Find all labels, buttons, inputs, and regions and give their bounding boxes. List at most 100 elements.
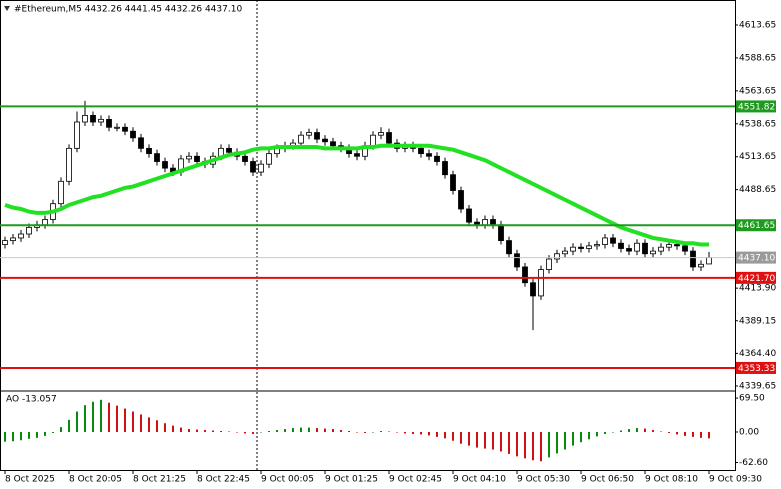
ao-bar bbox=[532, 431, 534, 461]
ao-bar bbox=[108, 402, 110, 432]
candle-body bbox=[426, 153, 432, 157]
ao-bar bbox=[460, 431, 462, 444]
candle-body bbox=[490, 219, 496, 226]
ao-bar bbox=[668, 431, 670, 433]
ao-bar bbox=[324, 428, 326, 432]
ao-bar bbox=[188, 429, 190, 432]
ao-bar bbox=[36, 431, 38, 438]
candle-body bbox=[610, 237, 616, 244]
ao-bar bbox=[60, 427, 62, 432]
ao-bar bbox=[164, 423, 166, 432]
candle-body bbox=[466, 208, 472, 223]
candle-body bbox=[258, 163, 264, 173]
candle-body bbox=[522, 266, 528, 284]
ao-bar bbox=[84, 405, 86, 432]
ao-bar bbox=[68, 419, 70, 432]
candle-body bbox=[634, 242, 640, 252]
x-tick-label: 8 Oct 21:25 bbox=[133, 475, 186, 485]
candle-body bbox=[642, 242, 648, 255]
candle-body bbox=[66, 147, 72, 182]
candle-body bbox=[18, 233, 24, 239]
candle-body bbox=[458, 190, 464, 210]
x-tick-label: 9 Oct 04:10 bbox=[453, 475, 506, 485]
candle-body bbox=[82, 115, 88, 123]
ao-bar bbox=[332, 429, 334, 432]
ao-bar bbox=[468, 431, 470, 446]
candle-body bbox=[602, 237, 608, 245]
ao-bar bbox=[4, 431, 6, 442]
candle-body bbox=[250, 161, 256, 173]
ao-bar bbox=[100, 399, 102, 432]
candle-body bbox=[618, 242, 624, 249]
candle-body bbox=[138, 137, 144, 149]
candle-body bbox=[90, 115, 96, 123]
price-label: 4437.10 bbox=[738, 254, 775, 264]
price-label: 4353.33 bbox=[738, 364, 775, 374]
ao-bar bbox=[252, 431, 254, 434]
candle-body bbox=[434, 155, 440, 162]
ao-bar bbox=[540, 431, 542, 462]
ao-bar bbox=[292, 428, 294, 432]
y-tick-label: 4413.90 bbox=[739, 284, 776, 294]
ao-bar bbox=[620, 430, 622, 432]
candle-body bbox=[690, 250, 696, 268]
ao-bar bbox=[572, 431, 574, 446]
candle-body bbox=[658, 246, 664, 252]
candle-body bbox=[2, 240, 8, 245]
ao-bar bbox=[92, 401, 94, 432]
ao-bar bbox=[612, 431, 614, 433]
ao-bar bbox=[700, 431, 702, 438]
ao-bar bbox=[484, 431, 486, 449]
ao-bar bbox=[428, 431, 430, 436]
ao-bar bbox=[12, 431, 14, 442]
ao-bar bbox=[420, 431, 422, 435]
price-label: 4551.82 bbox=[738, 102, 775, 112]
ao-bar bbox=[364, 431, 366, 433]
ao-bar bbox=[684, 431, 686, 436]
ao-bar bbox=[444, 431, 446, 439]
ao-bar bbox=[636, 428, 638, 432]
y-tick-label: 4538.65 bbox=[739, 119, 776, 129]
ao-bar bbox=[132, 411, 134, 432]
ao-bar bbox=[564, 431, 566, 450]
ao-bar bbox=[356, 431, 358, 433]
plot-frame bbox=[0, 0, 736, 471]
candle-body bbox=[194, 155, 200, 162]
x-tick-label: 8 Oct 2025 bbox=[5, 475, 55, 485]
candle-body bbox=[698, 263, 704, 268]
candle-body bbox=[242, 155, 248, 162]
ao-bar bbox=[316, 428, 318, 432]
candle-body bbox=[322, 138, 328, 143]
price-label: 4421.70 bbox=[738, 274, 775, 284]
candle-body bbox=[298, 134, 304, 144]
price-label-bg bbox=[736, 271, 776, 284]
candle-body bbox=[162, 161, 168, 169]
y-tick-label: 4563.65 bbox=[739, 86, 776, 96]
ao-bar bbox=[588, 431, 590, 440]
candle-body bbox=[114, 126, 120, 129]
candle-body bbox=[42, 219, 48, 226]
ao-bar bbox=[348, 431, 350, 432]
y-tick-label: 0.00 bbox=[739, 427, 759, 437]
x-tick-label: 9 Oct 05:30 bbox=[517, 475, 570, 485]
candle-body bbox=[98, 118, 104, 123]
x-tick-label: 8 Oct 22:45 bbox=[197, 475, 250, 485]
ao-bar bbox=[396, 431, 398, 433]
ao-bar bbox=[508, 431, 510, 454]
price-label-bg bbox=[736, 219, 776, 232]
ao-bar bbox=[244, 431, 246, 434]
ao-bar bbox=[388, 431, 390, 432]
ao-bar bbox=[644, 428, 646, 432]
ao-bar bbox=[300, 427, 302, 432]
candle-body bbox=[378, 132, 384, 136]
x-tick-label: 9 Oct 08:10 bbox=[645, 475, 698, 485]
candle-body bbox=[706, 257, 712, 265]
ao-bar bbox=[708, 431, 710, 439]
candle-body bbox=[314, 132, 320, 140]
ao-bar bbox=[156, 420, 158, 432]
candle-body bbox=[266, 153, 272, 165]
y-tick-label: 4588.65 bbox=[739, 53, 776, 63]
candle-body bbox=[354, 153, 360, 157]
y-tick-label: 4339.65 bbox=[739, 381, 776, 391]
ao-bar bbox=[404, 431, 406, 434]
